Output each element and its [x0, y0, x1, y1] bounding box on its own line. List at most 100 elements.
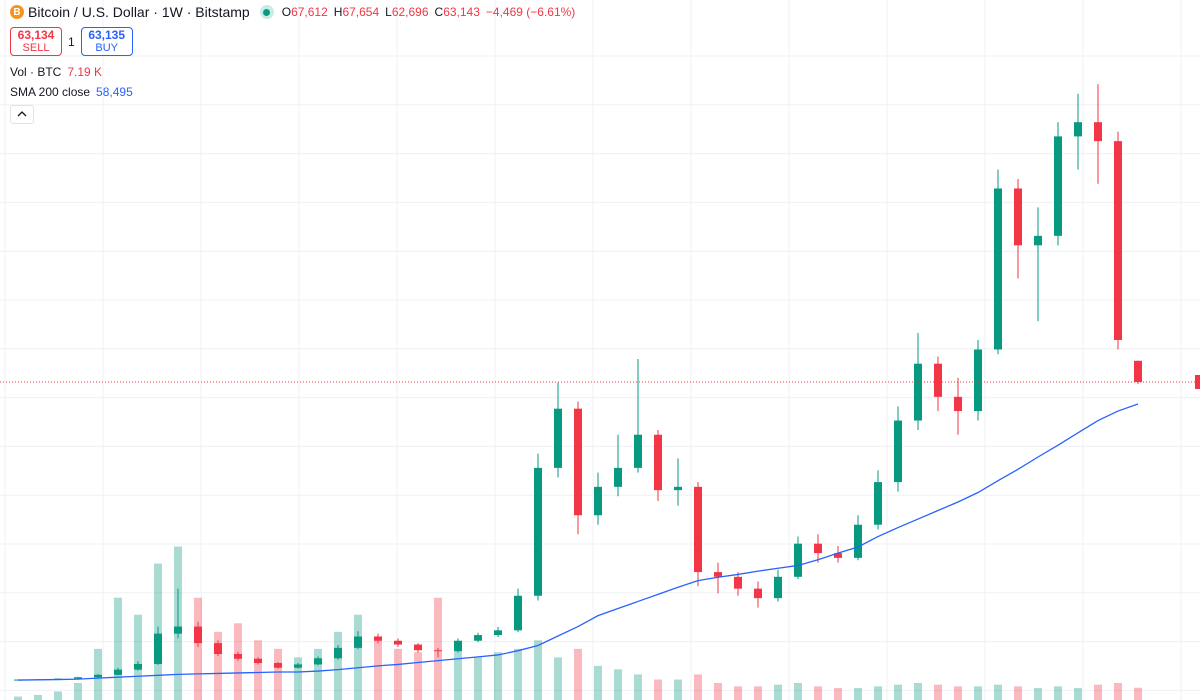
volume-bar	[894, 684, 902, 700]
candle-body	[574, 408, 582, 516]
candle-body	[994, 188, 1002, 350]
candle-body	[494, 630, 502, 636]
volume-bar	[654, 679, 662, 700]
volume-bar	[534, 640, 542, 700]
sell-price: 63,134	[17, 27, 55, 42]
caret-icon	[17, 111, 27, 117]
candle-body	[1094, 122, 1102, 142]
candle-body	[914, 363, 922, 421]
candle-body	[314, 658, 322, 665]
value: 63,143	[443, 5, 480, 19]
volume-bar	[494, 652, 502, 700]
market-status[interactable]	[259, 5, 274, 19]
volume-bar	[754, 686, 762, 700]
volume-bar	[614, 669, 622, 700]
candle-body	[1134, 360, 1142, 382]
value: 67,612	[291, 5, 328, 19]
candle-body	[834, 553, 842, 558]
volume-bar	[74, 682, 82, 700]
candle-body	[734, 576, 742, 589]
label: H	[333, 5, 343, 19]
candle-body	[154, 633, 162, 664]
volume-legend[interactable]: Vol · BTC 7.19 K	[10, 65, 102, 79]
candle-body	[934, 363, 942, 397]
volume-bar	[1054, 686, 1062, 700]
value: 67,654	[342, 5, 380, 19]
label: L	[385, 5, 392, 19]
volume-bar	[354, 614, 362, 700]
candle-body	[334, 647, 342, 659]
volume-bar	[934, 684, 942, 700]
sma-line	[17, 403, 1139, 681]
candle-body	[874, 482, 882, 525]
collapse-button[interactable]	[10, 105, 34, 124]
candle-body	[74, 677, 82, 679]
candle-body	[594, 486, 602, 516]
ohlc-open: O67,612	[282, 5, 328, 19]
volume-bar	[214, 631, 222, 700]
candle-body	[974, 349, 982, 412]
volume-bar	[674, 679, 682, 700]
candle-body	[714, 572, 722, 577]
candle-body	[514, 595, 522, 631]
candle-body	[1034, 235, 1042, 246]
volume-bar	[194, 597, 202, 700]
volume-bar	[954, 686, 962, 700]
candle-body	[614, 467, 622, 487]
volume-bar	[54, 691, 62, 700]
buy-price: 63,135	[88, 27, 126, 42]
volume-bar	[334, 631, 342, 700]
candle-body	[1074, 122, 1082, 137]
volume-bar	[1074, 688, 1082, 700]
buy-label: BUY	[95, 41, 118, 54]
sma-legend[interactable]: SMA 200 close 58,495	[10, 85, 133, 99]
volume-bar	[114, 597, 122, 700]
candle-body	[674, 486, 682, 491]
sell-button[interactable]: 63,134 SELL	[10, 27, 62, 56]
volume-bar	[1014, 686, 1022, 700]
volume-bar	[394, 648, 402, 700]
volume-bar	[774, 684, 782, 700]
legend-name: Vol · BTC	[10, 65, 62, 79]
candle-body	[214, 643, 222, 655]
volume-bar	[234, 623, 242, 700]
volume-bar	[554, 657, 562, 700]
volume-bar	[474, 657, 482, 700]
volume-bar	[414, 652, 422, 700]
symbol[interactable]: Bitcoin / U.S. Dollar · 1W · Bitstamp	[28, 4, 250, 20]
trade-panel: 63,134 SELL 1 63,135 BUY	[10, 27, 133, 56]
candle-body	[14, 679, 22, 681]
candle-body	[94, 674, 102, 678]
volume-bar	[694, 674, 702, 700]
candle-body	[754, 588, 762, 599]
candle-body	[694, 486, 702, 573]
label: O	[281, 5, 292, 19]
volume-bar	[1034, 688, 1042, 700]
volume-bar	[374, 640, 382, 700]
candle-body	[1054, 136, 1062, 236]
sell-label: SELL	[22, 41, 50, 54]
candle-body	[194, 626, 202, 644]
volume-bar	[594, 665, 602, 700]
volume-bar	[134, 614, 142, 700]
bitcoin-icon: B	[10, 5, 24, 19]
volume-bar	[254, 640, 262, 700]
candle-body	[394, 640, 402, 645]
volume-bar	[814, 686, 822, 700]
volume-bar	[1094, 684, 1102, 700]
volume-bar	[914, 682, 922, 700]
legend-value: 7.19 K	[67, 65, 103, 79]
header: B Bitcoin / U.S. Dollar · 1W · Bitstamp …	[10, 4, 581, 20]
candle-body	[474, 635, 482, 641]
buy-button[interactable]: 63,135 BUY	[80, 27, 133, 56]
candle-body	[634, 434, 642, 468]
candle-body	[134, 663, 142, 670]
candle-body	[554, 408, 562, 468]
candle-body	[414, 644, 422, 651]
candle-body	[254, 658, 262, 664]
quantity[interactable]: 1	[68, 34, 75, 49]
candle-body	[954, 396, 962, 412]
candle-body	[1114, 141, 1122, 341]
